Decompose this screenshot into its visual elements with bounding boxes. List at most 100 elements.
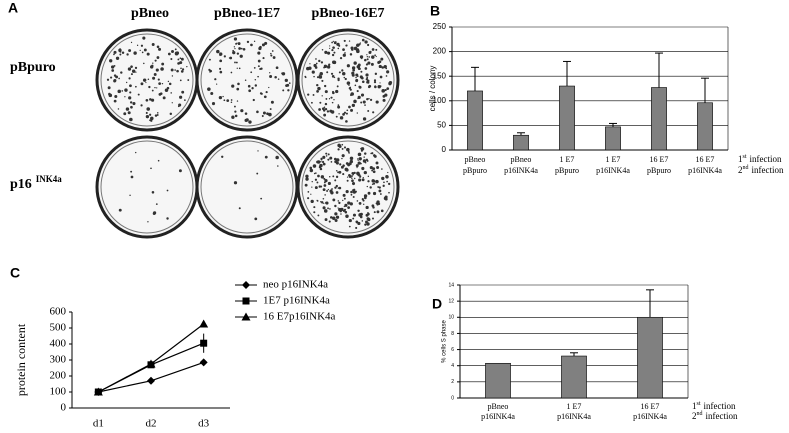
colony (360, 147, 363, 150)
colony (351, 103, 356, 107)
colony (145, 111, 148, 114)
column-header: pBneo-16E7 (311, 6, 384, 21)
y-tick-label: 600 (50, 306, 67, 318)
colony (348, 105, 351, 109)
colony (327, 188, 330, 191)
colony (237, 82, 240, 86)
colony (256, 172, 259, 175)
colony (127, 67, 132, 71)
colony (130, 65, 133, 68)
colony (230, 99, 233, 101)
colony (369, 50, 372, 53)
colony (135, 71, 137, 73)
y-tick-label: 0 (442, 145, 447, 154)
colony (268, 86, 270, 89)
colony (335, 175, 339, 179)
marker (241, 312, 251, 321)
colony (129, 194, 131, 197)
colony (149, 98, 152, 101)
colony (327, 158, 330, 161)
colony (371, 48, 375, 51)
colony (207, 87, 211, 91)
colony (346, 179, 349, 182)
colony (330, 110, 335, 114)
colony (362, 117, 367, 121)
colony (371, 169, 374, 172)
colony (341, 143, 344, 146)
colony (152, 62, 154, 64)
colony (236, 42, 238, 44)
colony (254, 79, 257, 81)
colony (240, 109, 244, 113)
colony (383, 64, 387, 69)
colony (328, 63, 331, 66)
colony (319, 72, 323, 76)
x-tick-label: pBpuro (647, 166, 671, 175)
colony (320, 201, 322, 203)
colony (320, 161, 322, 163)
colony (386, 70, 390, 74)
colony (316, 90, 319, 93)
colony (330, 72, 334, 75)
bar (605, 126, 621, 151)
colony (216, 49, 220, 54)
legend-label: 16 E7p16INK4a (263, 311, 336, 323)
row-label: 2nd infection (738, 165, 784, 175)
colony (355, 164, 359, 168)
colony (322, 109, 326, 112)
colony (325, 201, 328, 204)
colony (113, 99, 117, 103)
colony (166, 217, 169, 220)
colony (384, 197, 388, 201)
row-header-main: p16 (10, 177, 32, 192)
colony (254, 217, 258, 221)
x-tick-label: d1 (93, 418, 104, 430)
y-tick-label: 500 (50, 322, 67, 334)
colony (388, 191, 390, 194)
colony (315, 172, 317, 174)
colony (364, 67, 368, 70)
colony (345, 112, 348, 115)
y-tick-label: 200 (50, 370, 67, 382)
colony (208, 68, 211, 72)
colony (367, 180, 370, 183)
colony (147, 78, 150, 81)
colony (209, 71, 211, 73)
colony (332, 40, 334, 42)
colony (133, 51, 137, 55)
colony (130, 41, 133, 44)
colony (346, 81, 351, 85)
colony (341, 157, 343, 160)
colony (370, 152, 372, 155)
x-tick-label: p16INK4a (557, 412, 591, 421)
colony (361, 178, 365, 182)
colony (257, 150, 259, 152)
colony (310, 193, 312, 195)
colony (335, 191, 339, 194)
colony (332, 46, 335, 49)
colony (350, 190, 353, 194)
column-header: pBneo (131, 6, 169, 21)
colony (358, 201, 362, 205)
x-tick-label: pBneo (511, 155, 532, 164)
colony (156, 114, 159, 116)
colony (358, 178, 362, 182)
colony (179, 95, 183, 99)
colony (329, 45, 331, 47)
colony (321, 79, 324, 82)
colony (353, 46, 358, 51)
colony (125, 107, 130, 111)
colony (366, 54, 368, 56)
colony (357, 221, 361, 226)
colony (257, 59, 261, 63)
colony (274, 76, 277, 79)
colony (348, 84, 350, 86)
colony (344, 52, 346, 54)
colony (257, 51, 261, 55)
colony (161, 82, 164, 85)
colony (270, 100, 274, 104)
x-tick-label: pBneo (488, 402, 509, 411)
colony (332, 60, 337, 65)
colony (349, 156, 354, 161)
colony (156, 45, 160, 49)
